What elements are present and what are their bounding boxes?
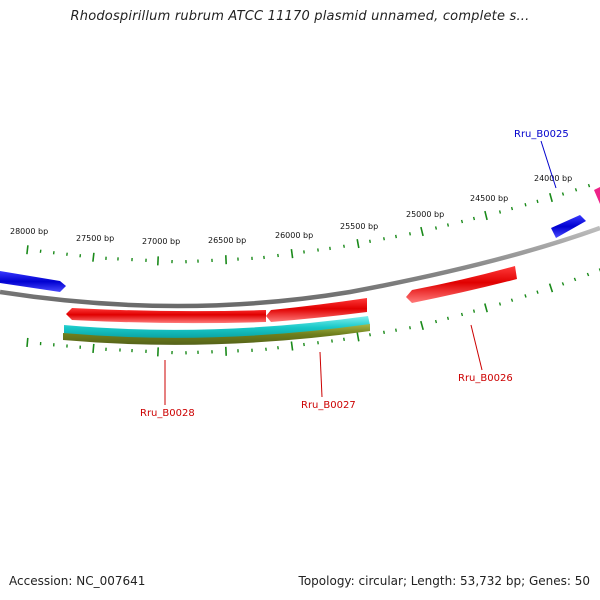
plasmid-backbone [0, 225, 600, 309]
minor-tick [446, 223, 450, 227]
minor-tick [409, 326, 411, 330]
outer-tick-ring [26, 183, 591, 266]
gene-label-b0025[interactable]: Rru_B0025 [514, 129, 569, 140]
minor-tick [395, 328, 397, 332]
minor-tick [434, 226, 438, 230]
scale-label: 28000 bp [10, 227, 48, 236]
minor-tick [343, 337, 345, 342]
map-title: Rhodospirillum rubrum ATCC 11170 plasmid… [70, 9, 530, 24]
minor-tick [498, 302, 502, 306]
major-tick [92, 252, 95, 262]
topology-summary: Topology: circular; Length: 53,732 bp; G… [298, 574, 590, 588]
minor-tick [446, 316, 450, 320]
gene-arrow-b0027[interactable] [266, 298, 367, 322]
gene-arrow-forward-b0025[interactable] [551, 215, 586, 238]
minor-tick [574, 188, 578, 192]
major-tick [484, 210, 488, 221]
scale-label: 26000 bp [275, 231, 313, 240]
gene-label-b0026[interactable]: Rru_B0026 [458, 373, 513, 384]
minor-tick [472, 309, 476, 313]
gene-label-b0027[interactable]: Rru_B0027 [301, 400, 356, 411]
major-tick [26, 337, 29, 347]
scale-label: 25000 bp [406, 210, 444, 219]
minor-tick [524, 294, 527, 298]
minor-tick [460, 219, 464, 224]
minor-tick [369, 333, 371, 337]
minor-tick [561, 282, 565, 286]
minor-tick [383, 330, 385, 335]
minor-tick [395, 234, 397, 239]
major-tick [92, 343, 95, 353]
gene-label-b0028[interactable]: Rru_B0028 [140, 408, 195, 419]
inner-tick-ring [26, 268, 600, 357]
scale-label: 26500 bp [208, 236, 246, 245]
major-tick [26, 245, 29, 255]
gene-arrow-b0026[interactable] [406, 266, 517, 303]
minor-tick [573, 277, 577, 282]
major-tick [290, 248, 294, 259]
leader-line-b0026 [470, 324, 483, 371]
minor-tick [409, 232, 411, 236]
minor-tick [472, 216, 476, 221]
minor-tick [510, 298, 514, 302]
minor-tick [498, 210, 502, 214]
minor-tick [586, 272, 590, 277]
major-tick [549, 192, 553, 203]
leader-line-b0027 [319, 351, 323, 398]
leader-line-b0025 [540, 140, 557, 189]
gene-arrow-forward-left[interactable] [0, 271, 66, 292]
major-tick [290, 341, 294, 351]
scale-label: 25500 bp [340, 222, 378, 231]
major-tick [420, 320, 424, 331]
scale-label: 24500 bp [470, 194, 508, 203]
major-tick [484, 303, 488, 313]
major-tick [420, 226, 424, 237]
accession-text: Accession: NC_007641 [9, 574, 146, 588]
scale-label: 27000 bp [142, 237, 180, 246]
gene-arrow-b0028[interactable] [66, 308, 266, 324]
minor-tick [460, 312, 464, 317]
scale-label: 27500 bp [76, 234, 114, 243]
rna-feature-band[interactable] [63, 324, 370, 345]
minor-tick [524, 203, 527, 207]
minor-tick [434, 319, 438, 324]
minor-tick [587, 183, 591, 188]
scale-labels: 28000 bp 27500 bp 27000 bp 26500 bp 2600… [10, 174, 572, 246]
major-tick [548, 283, 554, 293]
minor-tick [343, 244, 345, 248]
minor-tick [383, 237, 385, 241]
feature-magenta-edge[interactable] [594, 187, 600, 204]
minor-tick [561, 192, 565, 196]
minor-tick [536, 290, 539, 294]
minor-tick [510, 206, 514, 211]
major-tick [356, 332, 360, 342]
major-tick [356, 239, 360, 249]
minor-tick [369, 239, 371, 244]
minor-tick [536, 199, 539, 204]
